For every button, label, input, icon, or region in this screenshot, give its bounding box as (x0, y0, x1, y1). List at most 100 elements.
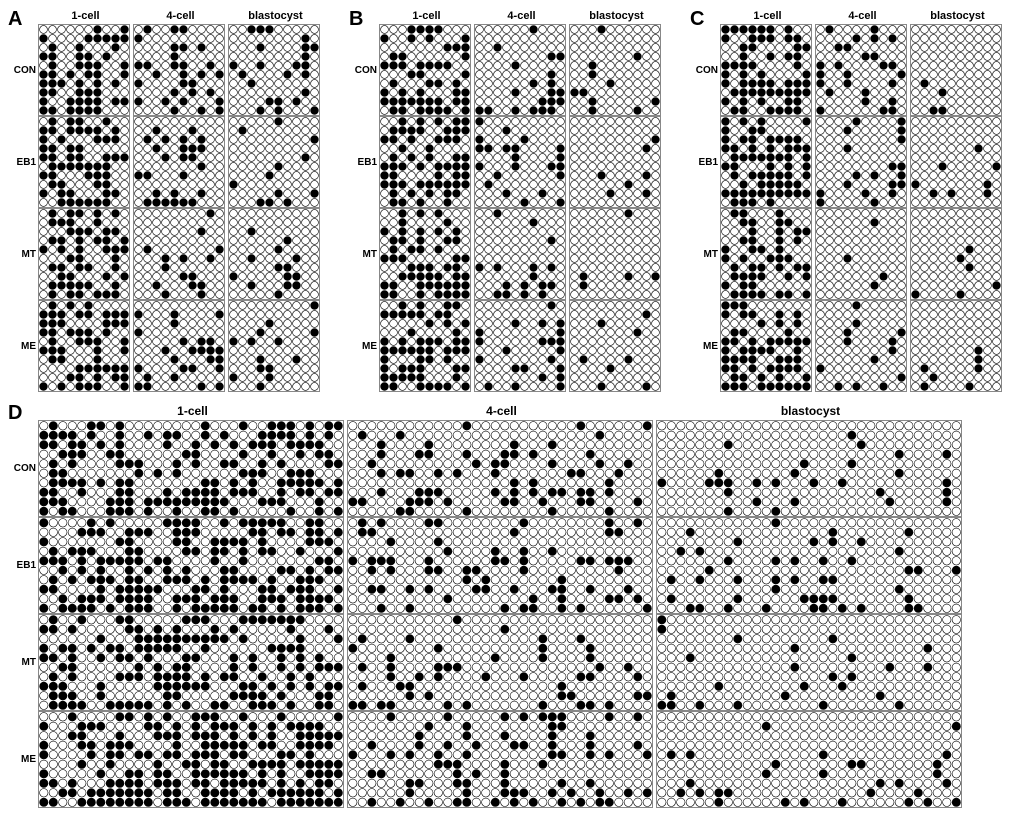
col-header-4cell: 4-cell (815, 10, 910, 24)
group-row-ME: ME (692, 300, 1005, 392)
methylation-grid (569, 300, 661, 392)
col-header-4cell: 4-cell (474, 10, 569, 24)
panel-A: A 1-cell 4-cell blastocyst CON EB1 MT ME (10, 10, 323, 392)
group-row-MT: MT (692, 208, 1005, 300)
col-header-4cell: 4-cell (133, 10, 228, 24)
methylation-figure: A 1-cell 4-cell blastocyst CON EB1 MT ME B … (10, 10, 1010, 808)
methylation-grid (910, 208, 1002, 300)
col-header-blastocyst: blastocyst (569, 10, 664, 24)
group-row-CON: CON (692, 24, 1005, 116)
panel-B: B 1-cell 4-cell blastocyst CON EB1 MT ME (351, 10, 664, 392)
row-label-ME: ME (692, 341, 720, 352)
row-label-CON: CON (692, 65, 720, 76)
methylation-grid (347, 517, 653, 614)
group-row-MT: MT (10, 614, 1010, 711)
methylation-grid (38, 517, 344, 614)
row-label-ME: ME (10, 341, 38, 352)
group-row-ME: ME (351, 300, 664, 392)
methylation-grid (910, 300, 1002, 392)
group-row-EB1: EB1 (692, 116, 1005, 208)
row-label-MT: MT (351, 249, 379, 260)
methylation-grid (38, 208, 130, 300)
methylation-grid (656, 517, 962, 614)
col-header-blastocyst: blastocyst (228, 10, 323, 24)
methylation-grid (228, 24, 320, 116)
methylation-grid (815, 116, 907, 208)
methylation-grid (815, 208, 907, 300)
panel-B-grids: CON EB1 MT ME (351, 24, 664, 392)
group-row-EB1: EB1 (10, 517, 1010, 614)
row-label-EB1: EB1 (10, 560, 38, 571)
methylation-grid (347, 614, 653, 711)
group-row-CON: CON (10, 420, 1010, 517)
methylation-grid (656, 420, 962, 517)
group-row-CON: CON (10, 24, 323, 116)
group-row-ME: ME (10, 711, 1010, 808)
panel-D-grids: CON EB1 MT ME (10, 420, 1010, 808)
methylation-grid (38, 24, 130, 116)
methylation-grid (569, 116, 661, 208)
methylation-grid (910, 116, 1002, 208)
methylation-grid (656, 614, 962, 711)
row-label-CON: CON (10, 65, 38, 76)
methylation-grid (38, 420, 344, 517)
panel-D-col-headers: 1-cell 4-cell blastocyst (38, 404, 1010, 420)
methylation-grid (474, 116, 566, 208)
panel-D: D 1-cell 4-cell blastocyst CON EB1 MT ME (10, 404, 1010, 808)
methylation-grid (474, 300, 566, 392)
row-label-MT: MT (10, 249, 38, 260)
row-label-MT: MT (692, 249, 720, 260)
col-header-1cell: 1-cell (379, 10, 474, 24)
methylation-grid (569, 208, 661, 300)
row-label-ME: ME (10, 754, 38, 765)
row-label-EB1: EB1 (351, 157, 379, 168)
methylation-grid (474, 208, 566, 300)
methylation-grid (133, 208, 225, 300)
group-row-EB1: EB1 (351, 116, 664, 208)
group-row-EB1: EB1 (10, 116, 323, 208)
methylation-grid (815, 300, 907, 392)
methylation-grid (474, 24, 566, 116)
group-row-ME: ME (10, 300, 323, 392)
row-label-CON: CON (10, 463, 38, 474)
col-header-1cell: 1-cell (38, 404, 347, 420)
panel-C-grids: CON EB1 MT ME (692, 24, 1005, 392)
row-label-MT: MT (10, 657, 38, 668)
methylation-grid (910, 24, 1002, 116)
methylation-grid (133, 116, 225, 208)
top-panels-row: A 1-cell 4-cell blastocyst CON EB1 MT ME B … (10, 10, 1010, 392)
methylation-grid (720, 24, 812, 116)
methylation-grid (379, 24, 471, 116)
row-label-CON: CON (351, 65, 379, 76)
methylation-grid (379, 208, 471, 300)
col-header-blastocyst: blastocyst (656, 404, 965, 420)
col-header-blastocyst: blastocyst (910, 10, 1005, 24)
methylation-grid (379, 300, 471, 392)
panel-letter-B: B (349, 8, 363, 31)
panel-B-col-headers: 1-cell 4-cell blastocyst (379, 10, 664, 24)
methylation-grid (228, 208, 320, 300)
methylation-grid (815, 24, 907, 116)
panel-A-col-headers: 1-cell 4-cell blastocyst (38, 10, 323, 24)
methylation-grid (720, 116, 812, 208)
methylation-grid (720, 208, 812, 300)
group-row-MT: MT (351, 208, 664, 300)
row-label-ME: ME (351, 341, 379, 352)
panel-C-col-headers: 1-cell 4-cell blastocyst (720, 10, 1005, 24)
col-header-1cell: 1-cell (720, 10, 815, 24)
methylation-grid (133, 300, 225, 392)
row-label-EB1: EB1 (10, 157, 38, 168)
methylation-grid (38, 614, 344, 711)
methylation-grid (38, 300, 130, 392)
methylation-grid (347, 420, 653, 517)
row-label-EB1: EB1 (692, 157, 720, 168)
group-row-MT: MT (10, 208, 323, 300)
panel-letter-D: D (8, 402, 22, 425)
methylation-grid (228, 116, 320, 208)
methylation-grid (133, 24, 225, 116)
panel-A-grids: CON EB1 MT ME (10, 24, 323, 392)
methylation-grid (228, 300, 320, 392)
panel-letter-A: A (8, 8, 22, 31)
methylation-grid (347, 711, 653, 808)
methylation-grid (379, 116, 471, 208)
